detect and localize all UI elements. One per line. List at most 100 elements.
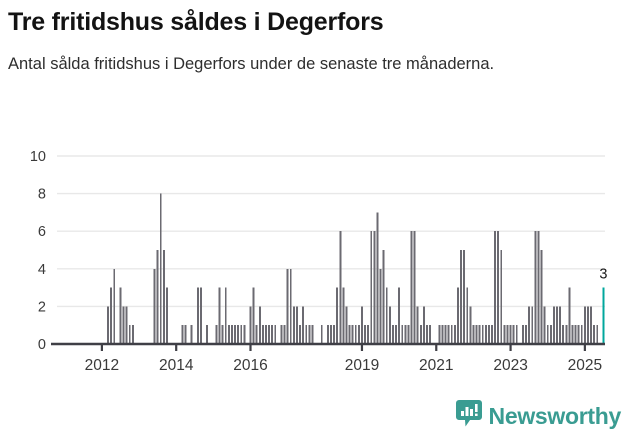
bar[interactable] [401, 325, 404, 344]
bar[interactable] [110, 287, 113, 344]
bar[interactable] [395, 325, 397, 344]
bar[interactable] [487, 325, 490, 344]
bar[interactable] [339, 231, 342, 344]
bar[interactable] [153, 268, 156, 344]
bar[interactable] [227, 325, 230, 344]
bar[interactable] [413, 231, 416, 344]
bar[interactable] [478, 325, 481, 344]
bar[interactable] [196, 287, 199, 344]
bar[interactable] [447, 325, 450, 344]
bar[interactable] [472, 325, 475, 344]
bar[interactable] [271, 325, 274, 344]
bar[interactable] [308, 325, 311, 344]
bar[interactable] [565, 325, 568, 344]
bar[interactable] [571, 325, 574, 344]
bar[interactable] [261, 325, 264, 344]
bar[interactable] [330, 325, 332, 344]
bar[interactable] [484, 325, 487, 344]
bar[interactable] [531, 306, 534, 344]
bar[interactable] [162, 250, 165, 344]
bar[interactable] [240, 325, 243, 344]
bar[interactable] [537, 231, 540, 344]
bar[interactable] [416, 306, 419, 344]
bar[interactable] [577, 325, 580, 344]
bar[interactable] [410, 231, 413, 344]
bar[interactable] [230, 325, 233, 344]
bar[interactable] [348, 325, 351, 344]
bar[interactable] [286, 268, 289, 344]
bar[interactable] [190, 325, 193, 344]
bar[interactable] [252, 287, 255, 344]
bar[interactable] [515, 325, 518, 344]
bar[interactable] [354, 325, 357, 344]
bar[interactable] [206, 325, 209, 344]
bar[interactable] [370, 231, 373, 344]
highlighted-bar[interactable] [602, 287, 605, 344]
bar[interactable] [379, 268, 382, 344]
bar[interactable] [289, 268, 292, 344]
bar[interactable] [494, 231, 497, 344]
bar[interactable] [351, 325, 354, 344]
bar[interactable] [441, 325, 444, 344]
bar[interactable] [258, 306, 261, 344]
bar[interactable] [218, 287, 221, 344]
bar[interactable] [522, 325, 524, 344]
bar[interactable] [255, 325, 258, 344]
bar[interactable] [506, 325, 509, 344]
bar[interactable] [426, 325, 428, 344]
bar[interactable] [274, 325, 277, 344]
bar[interactable] [580, 325, 583, 344]
bar[interactable] [491, 325, 493, 344]
bar[interactable] [481, 325, 484, 344]
bar[interactable] [540, 250, 543, 344]
bar[interactable] [295, 306, 298, 344]
bar[interactable] [429, 325, 432, 344]
bar[interactable] [345, 306, 348, 344]
bar[interactable] [398, 287, 401, 344]
bar[interactable] [373, 231, 376, 344]
bar[interactable] [549, 325, 552, 344]
bar[interactable] [184, 325, 187, 344]
bar[interactable] [587, 306, 589, 344]
bar[interactable] [265, 325, 267, 344]
bar[interactable] [559, 306, 562, 344]
bar[interactable] [234, 325, 236, 344]
bar[interactable] [382, 250, 385, 344]
bar[interactable] [466, 287, 469, 344]
bar[interactable] [460, 250, 462, 344]
bar[interactable] [528, 306, 531, 344]
bar[interactable] [268, 325, 271, 344]
bar[interactable] [500, 250, 503, 344]
bar[interactable] [525, 325, 528, 344]
bar[interactable] [388, 306, 391, 344]
bar[interactable] [404, 325, 407, 344]
bar[interactable] [593, 325, 596, 344]
bar[interactable] [407, 325, 410, 344]
bar[interactable] [200, 287, 202, 344]
bar[interactable] [385, 287, 388, 344]
bar[interactable] [512, 325, 515, 344]
bar[interactable] [311, 325, 314, 344]
bar[interactable] [596, 325, 599, 344]
bar[interactable] [119, 287, 122, 344]
bar[interactable] [583, 306, 586, 344]
bar[interactable] [556, 306, 558, 344]
bar[interactable] [422, 306, 425, 344]
bar[interactable] [299, 325, 301, 344]
bar[interactable] [215, 325, 218, 344]
bar[interactable] [131, 325, 134, 344]
bar[interactable] [574, 325, 577, 344]
bar[interactable] [453, 325, 456, 344]
bar[interactable] [224, 287, 227, 344]
bar[interactable] [438, 325, 441, 344]
bar[interactable] [159, 193, 162, 344]
bar[interactable] [361, 306, 363, 344]
bar[interactable] [357, 325, 360, 344]
bar[interactable] [280, 325, 283, 344]
bar[interactable] [419, 325, 422, 344]
bar[interactable] [590, 306, 593, 344]
bar[interactable] [122, 306, 125, 344]
bar[interactable] [333, 325, 336, 344]
bar[interactable] [128, 325, 131, 344]
bar[interactable] [181, 325, 184, 344]
